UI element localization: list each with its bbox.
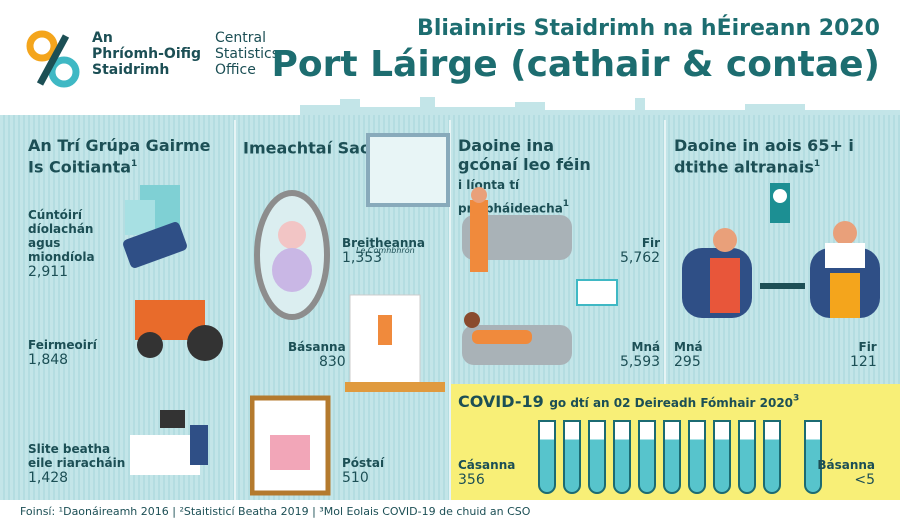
panel-title-text: Daoine in aois 65+ i dtithe altranais xyxy=(674,136,854,177)
logo-english: Central Statistics Office xyxy=(215,30,279,78)
stat-value: 1,353 xyxy=(342,250,383,266)
logo-line: Central xyxy=(215,30,266,46)
stat-label: Mná xyxy=(674,340,703,354)
stat-value: <5 xyxy=(854,472,875,488)
stat-label: Fir xyxy=(641,236,661,250)
stat-label: Slite beatha eile riaracháin xyxy=(28,442,126,470)
illustrations xyxy=(250,133,450,496)
stat-label: Breitheanna xyxy=(342,236,426,250)
stat: Mná 295 xyxy=(674,340,703,370)
divider xyxy=(664,120,666,385)
stat: Cúntóirí díolachán agus miondíola 2,911 xyxy=(28,208,128,280)
stat-label: Básanna xyxy=(817,458,875,472)
stat-value: 1,428 xyxy=(28,470,69,486)
test-tube xyxy=(663,420,681,494)
covid-title: COVID-19 go dtí an 02 Deireadh Fómhair 2… xyxy=(458,392,799,411)
panel-title: An Trí Grúpa Gairme Is Coitianta1 xyxy=(28,136,228,176)
panel-title-text: Daoine ina gcónaí leo féin xyxy=(458,136,591,174)
logo-line: Staidrimh xyxy=(92,62,170,78)
stat: Slite beatha eile riaracháin 1,428 xyxy=(28,442,128,486)
stat-label: Mná xyxy=(631,340,661,354)
logo-line: Phríomh-Oifig xyxy=(92,46,202,62)
covid-subtitle: go dtí an 02 Deireadh Fómhair 2020 xyxy=(549,396,794,410)
stat-value: 5,762 xyxy=(620,250,661,266)
logo-mark xyxy=(26,30,80,88)
test-tube xyxy=(563,420,581,494)
footer: Foinsí: ¹Daonáireamh 2016 | ²Staitisticí… xyxy=(20,505,531,518)
stat-value: 1,848 xyxy=(28,352,69,368)
covid-title-text: COVID-19 xyxy=(458,392,544,411)
stat: Mná 5,593 xyxy=(620,340,660,370)
panel-title-text: An Trí Grúpa Gairme Is Coitianta xyxy=(28,136,211,177)
test-tube xyxy=(613,420,631,494)
card-text: Le Comhbhrón xyxy=(356,246,415,255)
logo-line: Office xyxy=(215,62,256,78)
illustrations xyxy=(123,185,223,475)
illustrations xyxy=(682,183,880,318)
stat-label: Básanna xyxy=(288,340,346,354)
header: An Phríomh-Oifig Staidrimh Central Statisti… xyxy=(0,0,900,115)
stat-label: Fir xyxy=(858,340,877,354)
stat: Breitheanna 1,353 xyxy=(342,236,425,266)
test-tube xyxy=(588,420,606,494)
stat: Póstaí 510 xyxy=(342,456,384,486)
subtitle: Bliainiris Staidrimh na hÉireann 2020 xyxy=(417,16,880,41)
divider xyxy=(449,120,451,500)
note-ref: 1 xyxy=(813,159,821,169)
stat: Cásanna 356 xyxy=(458,458,515,488)
stat-label: Cásanna xyxy=(458,458,516,472)
illustrations xyxy=(462,187,618,365)
stat-value: 121 xyxy=(850,354,877,370)
test-tube xyxy=(713,420,731,494)
stat: Fir 121 xyxy=(850,340,877,370)
stat-value: 2,911 xyxy=(28,264,69,280)
note-ref: 3 xyxy=(793,393,800,404)
stat-value: 295 xyxy=(674,354,701,370)
stat-value: 830 xyxy=(318,354,346,370)
stat-value: 356 xyxy=(458,472,485,488)
stat-value: 5,593 xyxy=(620,354,661,370)
skyline xyxy=(300,97,900,115)
stat-label: Feirmeoirí xyxy=(28,338,97,352)
title: Port Láirge (cathair & contae) xyxy=(271,44,880,85)
divider xyxy=(234,120,236,500)
panel-title-text: Imeachtaí Saoil xyxy=(243,138,382,158)
note-ref: 1 xyxy=(562,199,570,209)
stat: Básanna 830 xyxy=(288,340,346,370)
logo-line: Statistics xyxy=(215,46,279,62)
logo-irish: An Phríomh-Oifig Staidrimh xyxy=(92,30,201,78)
stat-value: 510 xyxy=(342,470,369,486)
stat-label: Póstaí xyxy=(342,456,385,470)
stat: Feirmeoirí 1,848 xyxy=(28,338,97,368)
logo-line: An xyxy=(92,30,113,46)
test-tube xyxy=(763,420,781,494)
stat-label: Cúntóirí díolachán agus miondíola xyxy=(28,208,95,264)
test-tube xyxy=(804,420,822,494)
test-tube xyxy=(738,420,756,494)
test-tube xyxy=(538,420,556,494)
tubes xyxy=(538,420,822,494)
stat: Fir 5,762 xyxy=(620,236,660,266)
panel-title: Daoine in aois 65+ i dtithe altranais1 xyxy=(674,136,874,176)
test-tube xyxy=(638,420,656,494)
note-ref: 1 xyxy=(131,159,138,169)
stat: Básanna <5 xyxy=(815,458,875,488)
test-tube xyxy=(688,420,706,494)
